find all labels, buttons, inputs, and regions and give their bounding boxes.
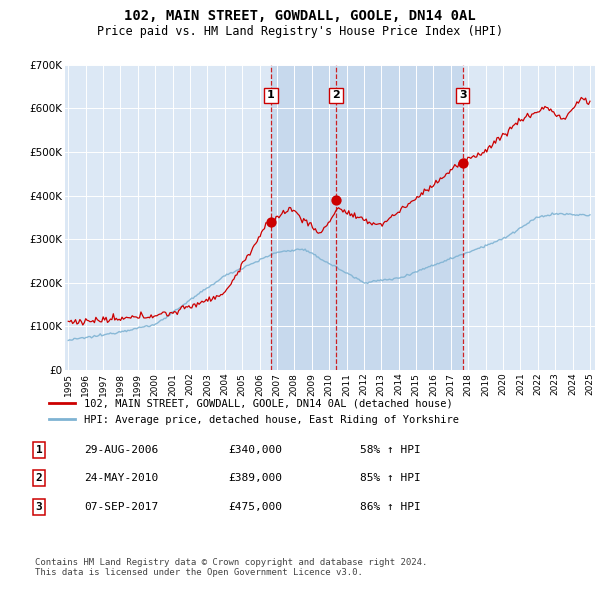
Text: 58% ↑ HPI: 58% ↑ HPI (360, 445, 421, 455)
Text: 2: 2 (332, 90, 340, 100)
Bar (271, 65, 336, 370)
Point (331, 196, 341, 205)
Point (458, 158, 467, 168)
Text: 86% ↑ HPI: 86% ↑ HPI (360, 502, 421, 512)
Text: 07-SEP-2017: 07-SEP-2017 (84, 502, 158, 512)
Text: 3: 3 (35, 502, 43, 512)
Text: 1: 1 (35, 445, 43, 455)
Text: 3: 3 (459, 90, 467, 100)
Text: 85% ↑ HPI: 85% ↑ HPI (360, 473, 421, 483)
Text: Contains HM Land Registry data © Crown copyright and database right 2024.
This d: Contains HM Land Registry data © Crown c… (35, 558, 427, 577)
Text: Price paid vs. HM Land Registry's House Price Index (HPI): Price paid vs. HM Land Registry's House … (97, 25, 503, 38)
Text: £340,000: £340,000 (228, 445, 282, 455)
Text: 24-MAY-2010: 24-MAY-2010 (84, 473, 158, 483)
Bar (336, 65, 463, 370)
Legend: 102, MAIN STREET, GOWDALL, GOOLE, DN14 0AL (detached house), HPI: Average price,: 102, MAIN STREET, GOWDALL, GOOLE, DN14 0… (45, 394, 463, 429)
Text: 102, MAIN STREET, GOWDALL, GOOLE, DN14 0AL: 102, MAIN STREET, GOWDALL, GOOLE, DN14 0… (124, 9, 476, 23)
Text: 29-AUG-2006: 29-AUG-2006 (84, 445, 158, 455)
Point (266, 217, 276, 227)
Text: 1: 1 (267, 90, 275, 100)
Text: £389,000: £389,000 (228, 473, 282, 483)
Text: 2: 2 (35, 473, 43, 483)
Text: £475,000: £475,000 (228, 502, 282, 512)
